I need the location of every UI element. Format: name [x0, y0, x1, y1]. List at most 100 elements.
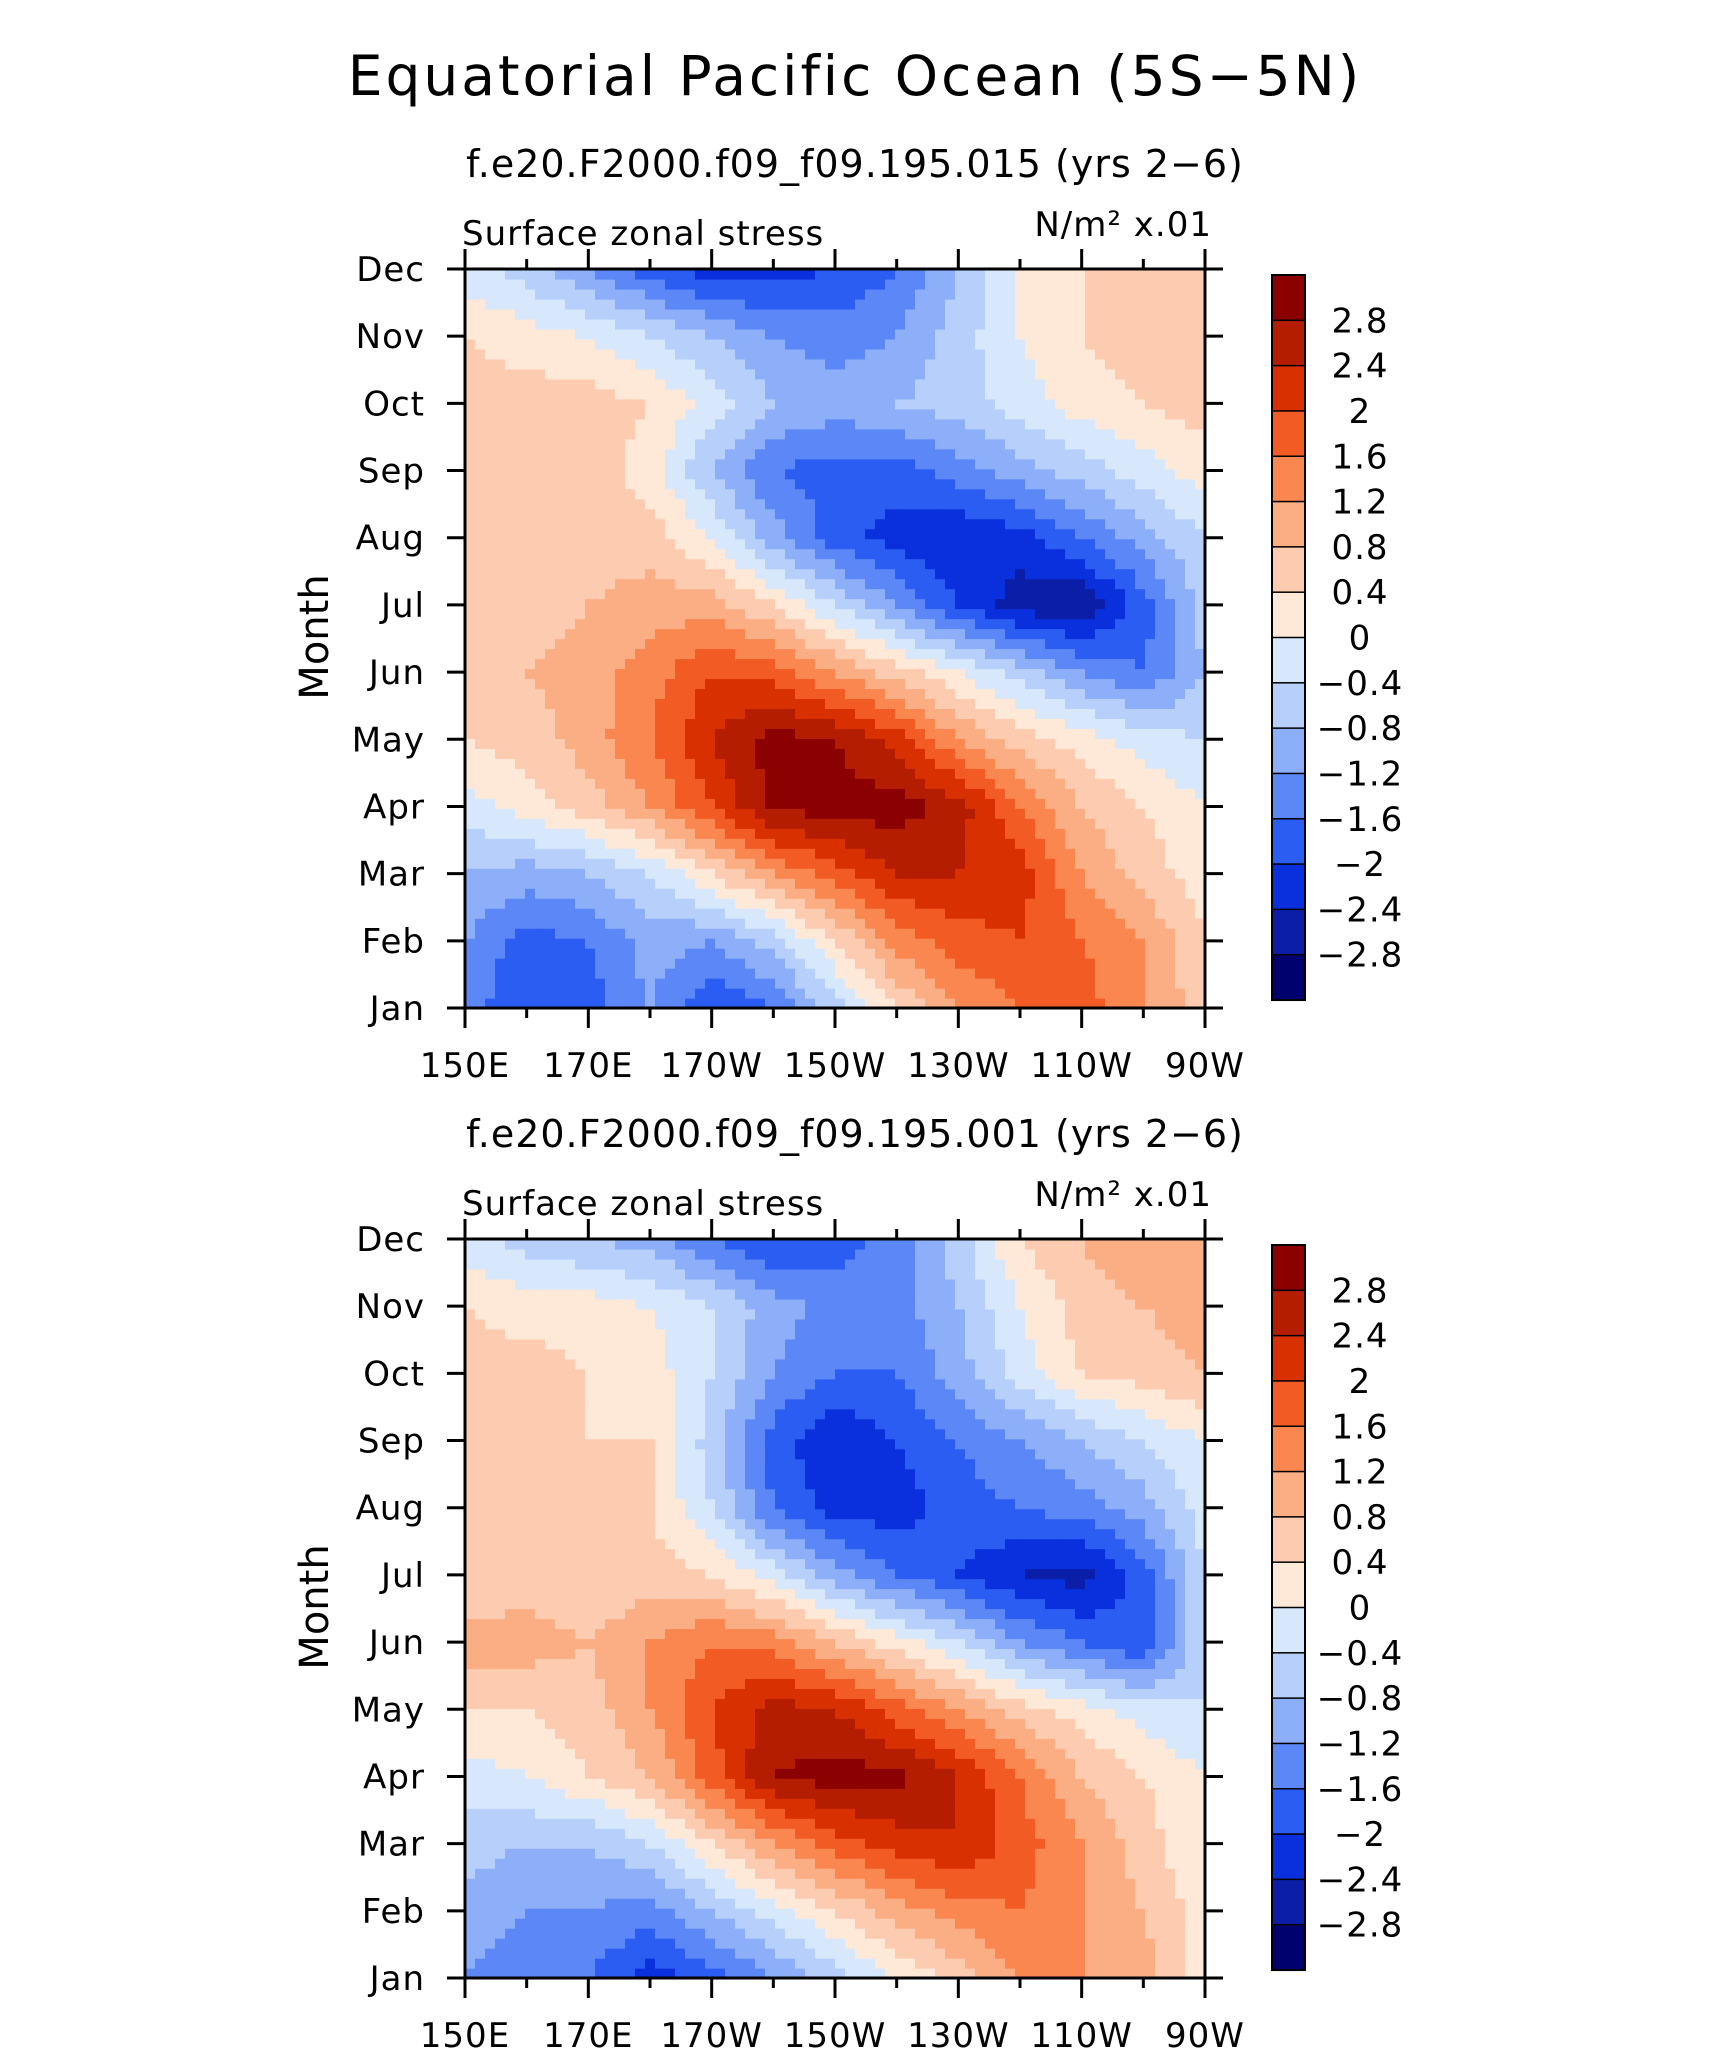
contour-cell	[705, 568, 716, 580]
contour-cell	[465, 978, 476, 989]
contour-cell	[715, 908, 726, 919]
contour-cell	[1025, 888, 1036, 899]
contour-cell	[935, 898, 946, 909]
contour-cell	[675, 798, 686, 809]
contour-cell	[1095, 598, 1106, 610]
contour-cell	[505, 448, 516, 460]
contour-cell	[945, 418, 956, 430]
contour-cell	[1055, 608, 1066, 620]
contour-cell	[1035, 798, 1046, 809]
contour-cell	[535, 678, 546, 690]
contour-cell	[645, 468, 656, 480]
contour-cell	[885, 658, 896, 670]
contour-cell	[925, 798, 936, 809]
contour-cell	[835, 748, 846, 759]
contour-cell	[735, 548, 746, 560]
contour-cell	[555, 728, 566, 739]
contour-cell	[1055, 418, 1066, 430]
contour-cell	[925, 488, 936, 500]
contour-cell	[915, 848, 926, 859]
contour-cell	[735, 838, 746, 849]
contour-cell	[475, 738, 486, 749]
contour-cell	[895, 798, 906, 809]
contour-cell	[565, 988, 576, 999]
contour-cell	[955, 788, 966, 799]
contour-cell	[805, 358, 816, 370]
contour-cell	[1005, 388, 1016, 400]
contour-cell	[725, 828, 736, 839]
contour-cell	[785, 438, 796, 450]
contour-cell	[1185, 888, 1196, 899]
contour-cell	[525, 378, 536, 390]
contour-cell	[735, 808, 746, 819]
contour-cell	[1085, 878, 1096, 889]
contour-cell	[755, 818, 766, 829]
contour-cell	[645, 858, 656, 869]
contour-cell	[715, 928, 726, 939]
contour-cell	[495, 518, 506, 530]
contour-cell	[555, 488, 566, 500]
contour-cell	[745, 758, 756, 769]
contour-cell	[575, 778, 586, 789]
contour-cell	[635, 638, 646, 650]
contour-cell	[915, 858, 926, 869]
contour-cell	[655, 758, 666, 769]
contour-cell	[605, 558, 616, 570]
contour-cell	[655, 618, 666, 630]
contour-cell	[905, 678, 916, 690]
contour-cell	[1155, 388, 1166, 400]
contour-cell	[965, 428, 976, 440]
contour-cell	[1135, 368, 1146, 380]
contour-cell	[1025, 468, 1036, 480]
contour-cell	[705, 888, 716, 899]
contour-cell	[605, 948, 616, 959]
contour-cell	[695, 378, 706, 390]
contour-cell	[735, 678, 746, 690]
contour-cell	[915, 648, 926, 660]
contour-cell	[945, 408, 956, 420]
contour-cell	[815, 958, 826, 969]
contour-cell	[505, 718, 516, 729]
contour-cell	[755, 438, 766, 450]
contour-cell	[575, 928, 586, 939]
contour-cell	[1165, 928, 1176, 939]
contour-cell	[1055, 538, 1066, 550]
contour-cell	[595, 388, 606, 400]
contour-cell	[665, 828, 676, 839]
contour-cell	[615, 388, 626, 400]
contour-cell	[1185, 428, 1196, 440]
contour-cell	[1115, 488, 1126, 500]
contour-cell	[1095, 808, 1106, 819]
contour-cell	[835, 768, 846, 779]
contour-cell	[865, 448, 876, 460]
contour-cell	[945, 548, 956, 560]
contour-cell	[805, 588, 816, 600]
contour-cell	[605, 788, 616, 799]
contour-cell	[1105, 498, 1116, 510]
contour-cell	[725, 328, 736, 340]
contour-cell	[895, 878, 906, 889]
contour-cell	[725, 498, 736, 510]
contour-cell	[845, 878, 856, 889]
contour-cell	[675, 978, 686, 989]
contour-cell	[635, 588, 646, 600]
contour-cell	[625, 628, 636, 640]
contour-cell	[865, 558, 876, 570]
contour-cell	[1035, 658, 1046, 670]
contour-cell	[545, 658, 556, 670]
contour-cell	[1115, 838, 1126, 849]
contour-cell	[785, 338, 796, 350]
contour-cell	[675, 838, 686, 849]
contour-cell	[1065, 458, 1076, 470]
contour-cell	[1095, 968, 1106, 979]
contour-cell	[975, 698, 986, 710]
contour-cell	[1165, 648, 1176, 660]
contour-cell	[605, 548, 616, 560]
contour-cell	[1195, 808, 1206, 819]
contour-cell	[775, 668, 786, 680]
contour-cell	[935, 558, 946, 570]
contour-cell	[855, 528, 866, 540]
contour-cell	[1185, 978, 1196, 989]
contour-cell	[905, 978, 916, 989]
contour-cell	[465, 348, 476, 360]
